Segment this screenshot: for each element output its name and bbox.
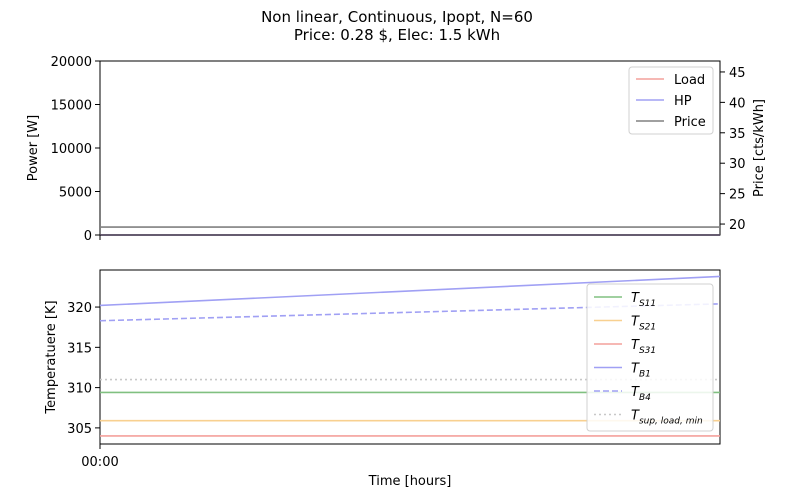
temperature-ytick-label: 320 bbox=[67, 301, 92, 316]
legend-label-t-b4: TB4 bbox=[631, 385, 651, 403]
time-xtick-label: 00:00 bbox=[81, 455, 118, 470]
legend-label-t-s11: TS11 bbox=[631, 291, 656, 309]
legend-label-t-s31: TS31 bbox=[631, 338, 656, 356]
price-ytick-label: 40 bbox=[729, 96, 746, 111]
temperature-ytick-label: 310 bbox=[67, 382, 92, 397]
temperature-panel: 305 310 315 320 00:00 Time [hours] Temperat… bbox=[44, 269, 721, 489]
power-panel: 0 5000 10000 15000 20000 20 25 30 35 40 45 Power … bbox=[26, 55, 767, 244]
legend-label-t-b1: TB1 bbox=[631, 362, 651, 380]
power-ytick-label: 10000 bbox=[51, 142, 92, 157]
price-ytick-label: 25 bbox=[729, 188, 746, 203]
power-series bbox=[100, 226, 720, 236]
price-ytick-label: 30 bbox=[729, 157, 746, 172]
power-ytick-label: 5000 bbox=[59, 186, 92, 201]
temperature-ytick-label: 315 bbox=[67, 341, 92, 356]
power-ytick-label: 20000 bbox=[51, 55, 92, 70]
power-ylabel: Power [W] bbox=[26, 115, 41, 181]
power-ytick-label: 0 bbox=[84, 229, 92, 244]
chart-title-line1: Non linear, Continuous, Ipopt, N=60 bbox=[261, 8, 533, 26]
price-ytick-label: 35 bbox=[729, 127, 746, 142]
legend-label-t-s21: TS21 bbox=[631, 315, 656, 333]
legend-label-hp: HP bbox=[674, 94, 692, 109]
chart-title-line2: Price: 0.28 $, Elec: 1.5 kWh bbox=[294, 26, 500, 44]
power-legend-box bbox=[628, 66, 714, 135]
power-legend: Load HP Price bbox=[628, 66, 714, 135]
price-yaxis-ticks: 20 25 30 35 40 45 bbox=[720, 66, 746, 233]
temperature-ylabel: Temperatuere [K] bbox=[44, 300, 59, 414]
temperature-ytick-label: 305 bbox=[67, 422, 92, 437]
price-ylabel: Price [cts/kWh] bbox=[752, 99, 767, 197]
price-ytick-label: 45 bbox=[729, 66, 746, 81]
time-xlabel: Time [hours] bbox=[368, 474, 452, 489]
temperature-yaxis-ticks: 305 310 315 320 bbox=[67, 301, 100, 437]
price-ytick-label: 20 bbox=[729, 218, 746, 233]
power-yaxis-ticks: 0 5000 10000 15000 20000 bbox=[51, 55, 100, 244]
series-line-t-b1 bbox=[99, 275, 721, 307]
temperature-plot-area bbox=[99, 269, 721, 445]
temperature-legend: TS11 TS21 TS31 TB1 TB4 Tsup, load, min bbox=[586, 283, 714, 432]
power-plot-area bbox=[99, 60, 721, 236]
legend-label-load: Load bbox=[674, 73, 705, 88]
legend-label-price: Price bbox=[674, 115, 706, 130]
power-ytick-label: 15000 bbox=[51, 99, 92, 114]
legend-label-t-sup-load-min: Tsup, load, min bbox=[631, 409, 703, 427]
